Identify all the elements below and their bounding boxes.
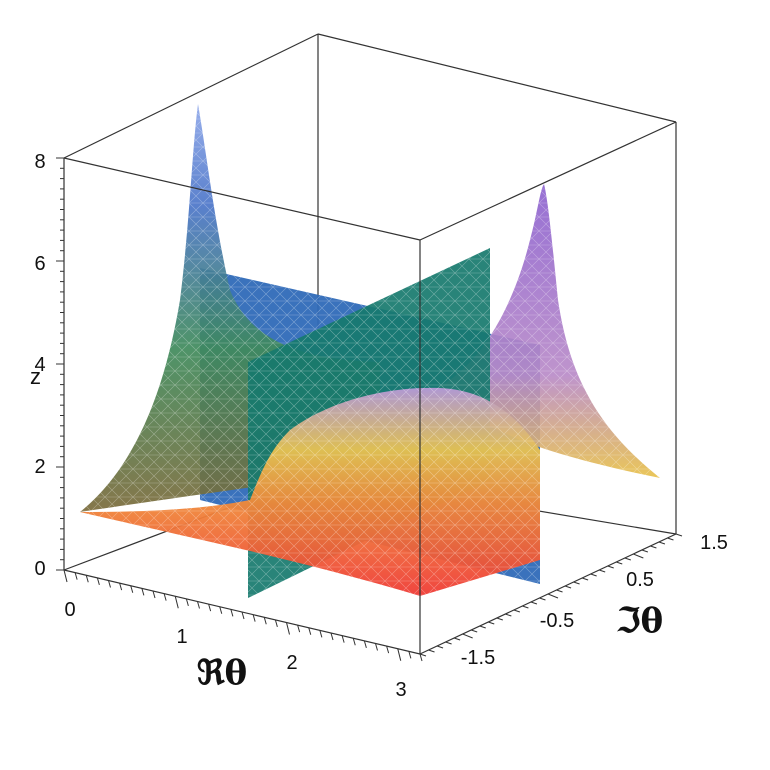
y-tick: [590, 573, 597, 577]
x-tick: [297, 624, 301, 633]
x-tick-label: 0: [64, 599, 75, 621]
y-tick-label: -1.5: [461, 647, 495, 669]
x-tick: [96, 577, 100, 586]
y-tick: [675, 533, 683, 537]
x-tick: [141, 588, 145, 596]
z-tick-label: 4: [34, 354, 45, 376]
y-tick: [513, 609, 521, 613]
y-tick: [607, 565, 614, 569]
y-tick: [496, 617, 503, 621]
z-axis-title: z: [30, 364, 41, 389]
y-axis-title: ℑθ: [617, 601, 663, 641]
z-tick-label: 2: [34, 456, 45, 478]
x-tick: [185, 598, 189, 607]
x-tick: [130, 585, 134, 593]
x-tick: [197, 601, 200, 609]
z-axis: 0 2 4 6 8 z: [30, 151, 46, 580]
y-tick: [530, 601, 538, 605]
y-tick: [445, 641, 452, 645]
y-tick-label: 1.5: [700, 532, 728, 554]
x-tick-label: 1: [176, 626, 187, 648]
y-tick: [573, 581, 580, 585]
x-tick: [341, 635, 345, 643]
x-axis: 0 1 2 3 ℜθ: [64, 599, 406, 701]
y-tick: [488, 621, 495, 625]
surface-front-basin: [80, 387, 540, 596]
x-tick: [119, 582, 123, 591]
y-tick: [505, 613, 512, 617]
x-tick: [397, 648, 402, 661]
y-axis: -1.5 -0.5 0.5 1.5 ℑθ: [461, 532, 728, 669]
y-tick: [599, 569, 606, 573]
x-tick: [419, 653, 423, 662]
x-tick: [330, 632, 334, 641]
x-tick: [208, 603, 212, 612]
x-tick: [74, 572, 78, 580]
x-tick-label: 3: [395, 679, 406, 701]
x-tick: [108, 580, 111, 588]
z-tick-label: 0: [34, 558, 45, 580]
x-tick: [263, 617, 267, 625]
y-tick: [658, 541, 666, 545]
y-tick: [667, 537, 674, 541]
x-tick: [230, 609, 234, 617]
z-tick-label: 8: [34, 151, 45, 173]
y-tick-label: 0.5: [626, 569, 654, 591]
y-tick: [556, 589, 563, 593]
y-tick-label: -0.5: [540, 610, 574, 632]
y-tick: [539, 597, 546, 601]
y-tick: [547, 593, 559, 599]
x-tick: [63, 569, 68, 583]
x-tick: [274, 619, 278, 628]
y-tick: [471, 629, 478, 633]
y-tick: [616, 561, 623, 565]
axis-ticks: [56, 157, 683, 662]
x-tick: [319, 630, 323, 638]
y-tick: [479, 625, 486, 629]
y-tick: [650, 545, 657, 549]
x-tick: [174, 596, 179, 609]
x-tick: [408, 651, 412, 659]
x-tick: [352, 638, 356, 646]
x-tick: [152, 590, 156, 599]
x-tick: [286, 622, 290, 635]
x-axis-title: ℜθ: [197, 653, 247, 693]
x-tick: [241, 611, 245, 620]
x-tick: [363, 640, 367, 649]
y-tick: [641, 549, 649, 553]
z-tick-label: 6: [34, 253, 45, 275]
x-tick: [219, 606, 223, 614]
y-tick: [419, 653, 427, 657]
x-tick-label: 2: [286, 652, 297, 674]
x-tick: [375, 643, 378, 651]
x-tick: [308, 627, 312, 635]
y-tick: [453, 637, 461, 641]
x-tick: [386, 645, 390, 654]
y-tick: [428, 649, 435, 653]
x-tick: [85, 575, 89, 583]
y-tick: [624, 557, 631, 561]
y-tick: [462, 633, 473, 639]
y-tick: [564, 585, 572, 589]
y-tick: [633, 553, 644, 559]
y-tick: [522, 605, 529, 609]
y-tick: [581, 577, 589, 581]
x-tick: [163, 593, 167, 601]
y-tick: [436, 645, 444, 649]
x-tick: [252, 614, 256, 622]
